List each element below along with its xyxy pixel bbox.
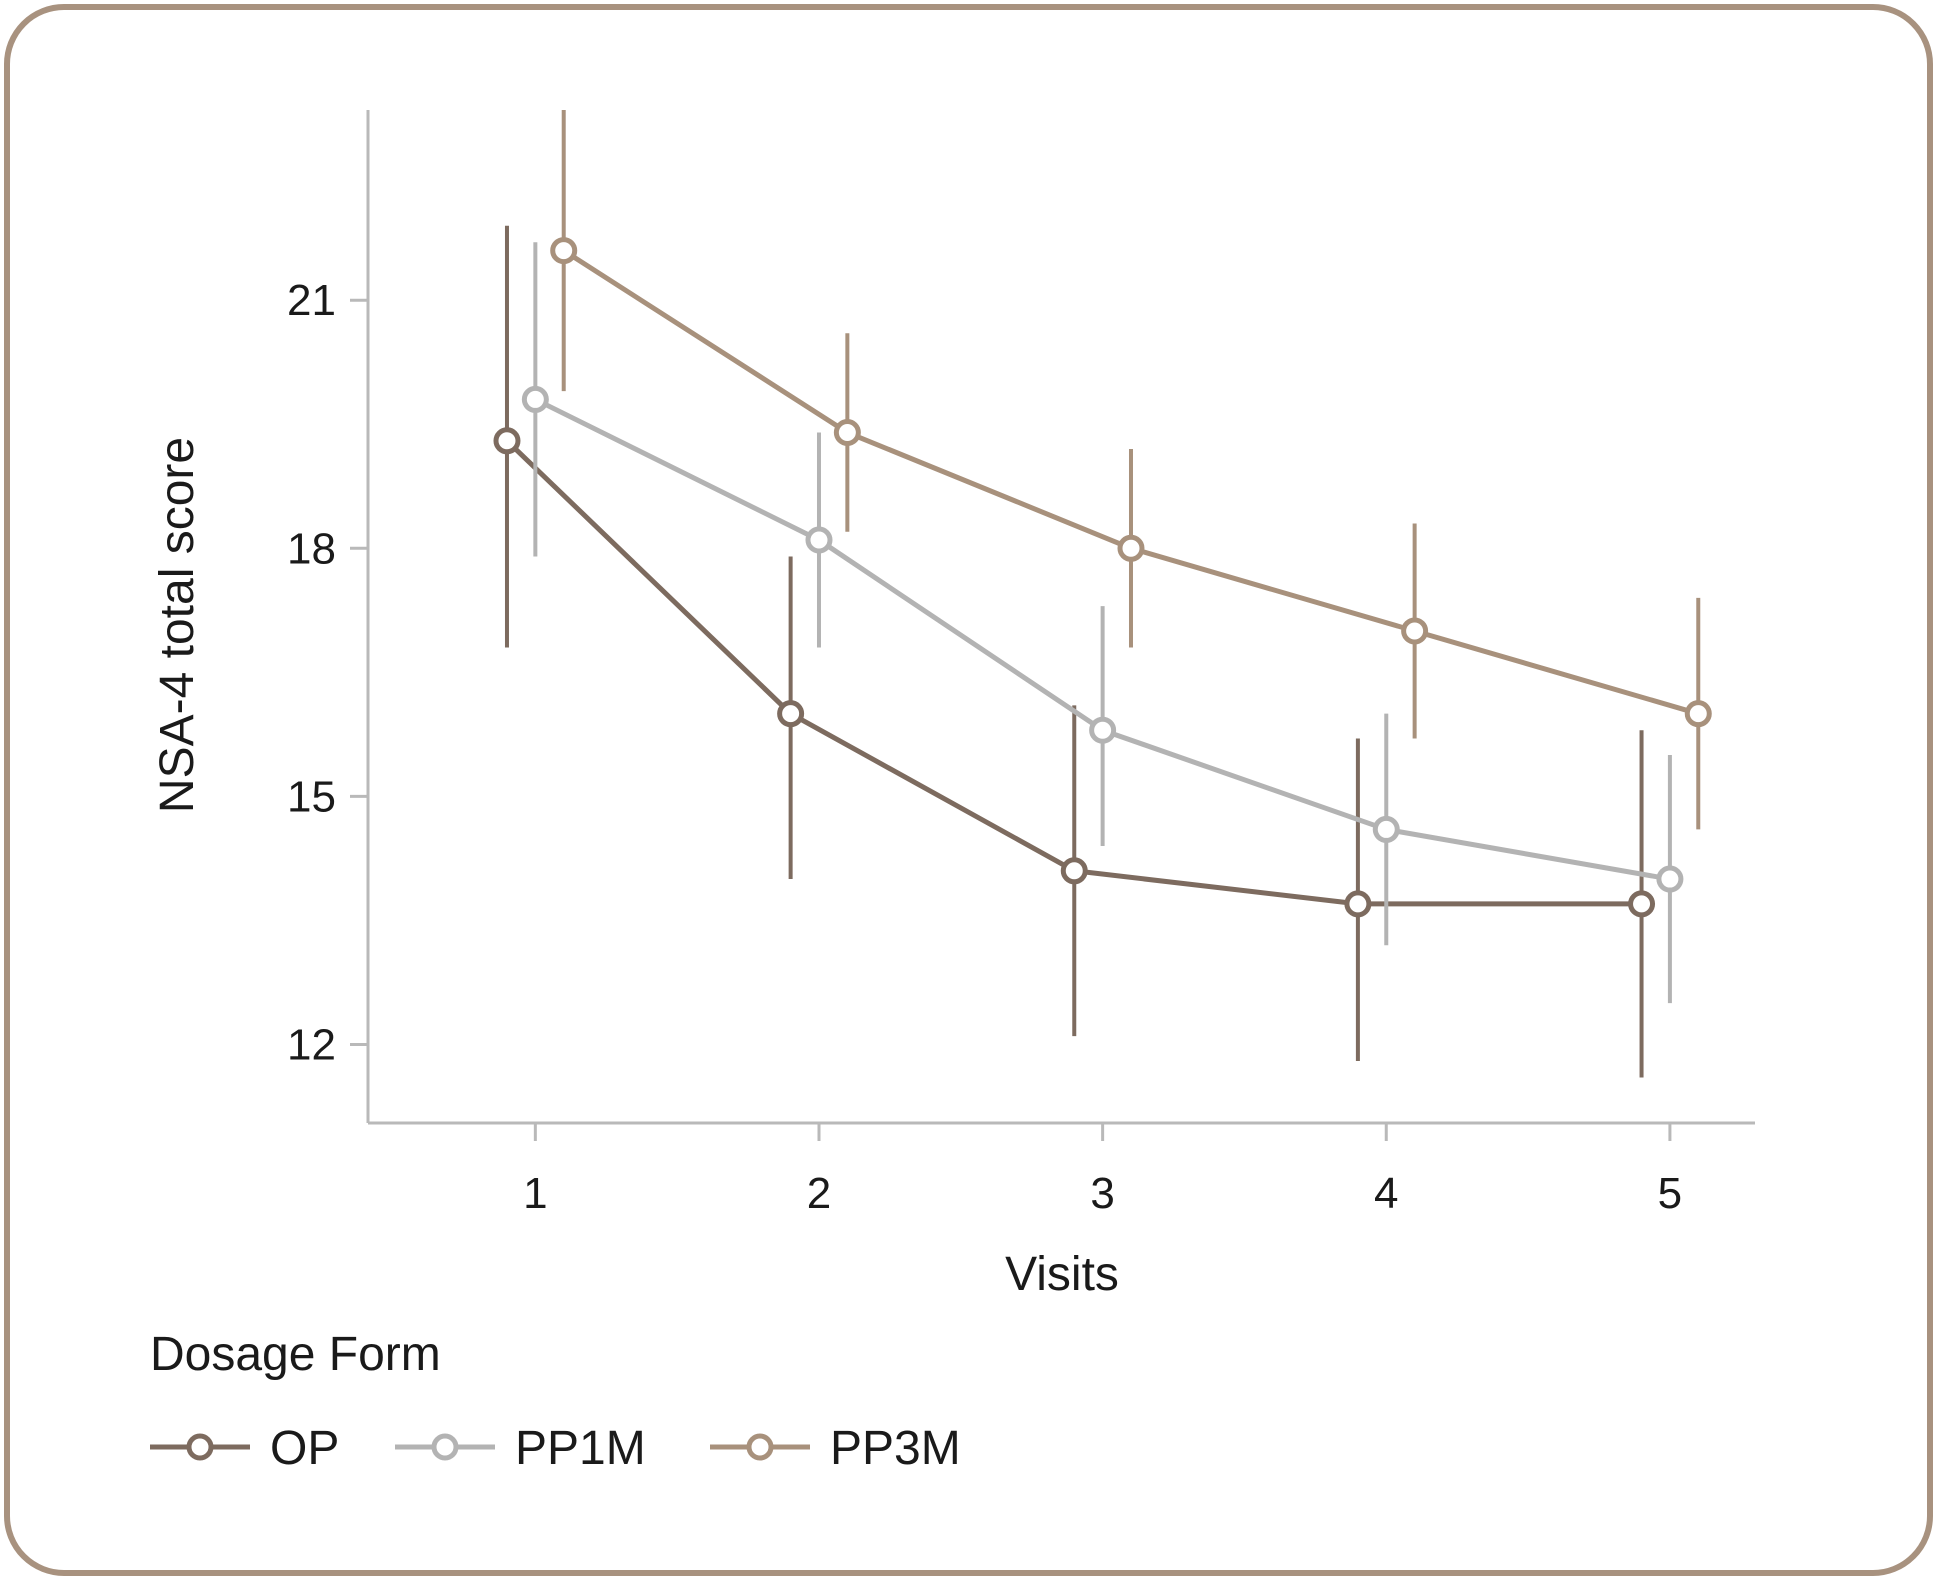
legend-label: PP1M <box>515 1422 646 1475</box>
data-point <box>1117 534 1145 562</box>
y-tick-label: 18 <box>287 524 336 573</box>
y-tick-label: 12 <box>287 1020 336 1069</box>
data-point <box>521 385 549 413</box>
data-point <box>493 427 521 455</box>
data-point <box>1628 890 1656 918</box>
legend-marker <box>186 1433 214 1461</box>
legend-title: Dosage Form <box>150 1328 441 1381</box>
data-point <box>1372 815 1400 843</box>
axes <box>366 110 1755 1125</box>
chart-frame <box>4 4 1933 1576</box>
legend-item-op: OP <box>150 1422 339 1475</box>
series-pp3m <box>550 110 1712 830</box>
x-axis-title: Visits <box>1005 1248 1119 1301</box>
x-tick-label: 5 <box>1658 1169 1682 1218</box>
data-point <box>805 526 833 554</box>
series-op <box>493 225 1656 1078</box>
legend-item-pp3m: PP3M <box>710 1422 961 1475</box>
x-tick-label: 1 <box>523 1169 547 1218</box>
data-point <box>550 237 578 265</box>
legend: Dosage Form OP PP1M PP3M <box>150 1328 961 1475</box>
x-tick-label: 3 <box>1090 1169 1114 1218</box>
data-point <box>833 419 861 447</box>
data-point <box>777 700 805 728</box>
x-tick-label: 2 <box>807 1169 831 1218</box>
legend-label: OP <box>270 1422 339 1475</box>
legend-label: PP3M <box>830 1422 961 1475</box>
data-point <box>1684 700 1712 728</box>
y-axis-title: NSA-4 total score <box>151 437 204 813</box>
legend-marker <box>431 1433 459 1461</box>
data-point <box>1060 857 1088 885</box>
x-tick-label: 4 <box>1374 1169 1398 1218</box>
legend-item-pp1m: PP1M <box>395 1422 646 1475</box>
series-layer <box>493 110 1712 1078</box>
data-point <box>1401 617 1429 645</box>
y-tick-label: 21 <box>287 276 336 325</box>
data-point <box>1656 865 1684 893</box>
y-tick-label: 15 <box>287 772 336 821</box>
legend-marker <box>746 1433 774 1461</box>
series-pp1m <box>521 242 1684 1004</box>
data-point <box>1344 890 1372 918</box>
data-point <box>1089 716 1117 744</box>
